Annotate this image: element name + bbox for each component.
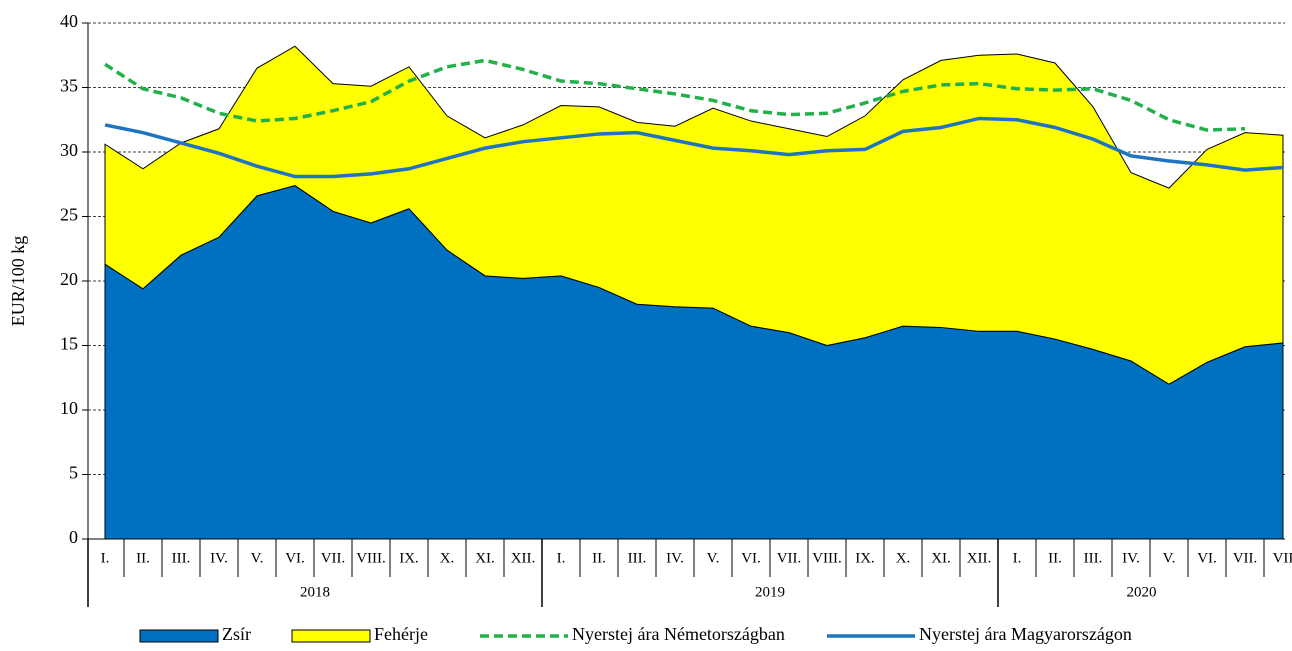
x-tick-label: III. [628,550,647,566]
area [104,45,1284,385]
x-tick-label: V. [707,550,720,566]
legend-swatch [291,629,371,643]
x-tick-label: V. [1163,550,1176,566]
y-tick-label: 25 [60,205,78,225]
group-label: 2018 [300,584,330,600]
y-tick-label: 15 [60,334,78,354]
x-tick-label: III. [1084,550,1103,566]
x-tick-label: XI. [931,550,951,566]
x-tick-label: VIII. [356,550,386,566]
x-tick-label: IV. [666,550,684,566]
legend-label: Fehérje [374,624,428,644]
x-tick-label: VII [1273,550,1292,566]
x-tick-label: XI. [475,550,495,566]
x-tick-label: VII. [777,550,802,566]
legend-label: Zsír [222,624,251,644]
line [104,58,1246,132]
y-tick-label: 40 [60,11,78,31]
x-tick-label: VI. [741,550,761,566]
x-tick-label: I. [1013,550,1022,566]
y-tick-label: 30 [60,140,78,160]
y-tick-label: 10 [60,398,78,418]
x-tick-label: IV. [1122,550,1140,566]
line [104,116,1284,179]
y-tick-label: 5 [69,463,78,483]
x-tick-label: IX. [855,550,875,566]
x-tick-label: V. [251,550,264,566]
group-label: 2020 [1127,584,1157,600]
legend-label: Nyerstej ára Németországban [572,624,785,644]
x-tick-label: II. [592,550,606,566]
legend-label: Nyerstej ára Magyarországon [919,624,1132,644]
legend-swatch [139,629,219,643]
x-tick-label: III. [172,550,191,566]
y-axis-label: EUR/100 kg [8,236,28,327]
x-tick-label: VII. [321,550,346,566]
x-tick-label: IV. [210,550,228,566]
x-tick-label: XII. [511,550,536,566]
x-tick-label: VI. [285,550,305,566]
x-tick-label: IX. [399,550,419,566]
x-tick-label: II. [1048,550,1062,566]
y-tick-label: 0 [69,527,78,547]
y-tick-label: 35 [60,76,78,96]
x-tick-label: XII. [967,550,992,566]
x-tick-label: I. [101,550,110,566]
x-tick-label: X. [440,550,455,566]
x-tick-label: VIII. [812,550,842,566]
y-tick-label: 20 [60,269,78,289]
x-tick-label: I. [557,550,566,566]
x-tick-label: X. [896,550,911,566]
x-tick-label: VII. [1233,550,1258,566]
x-tick-label: VI. [1197,550,1217,566]
group-label: 2019 [755,584,785,600]
x-tick-label: II. [136,550,150,566]
